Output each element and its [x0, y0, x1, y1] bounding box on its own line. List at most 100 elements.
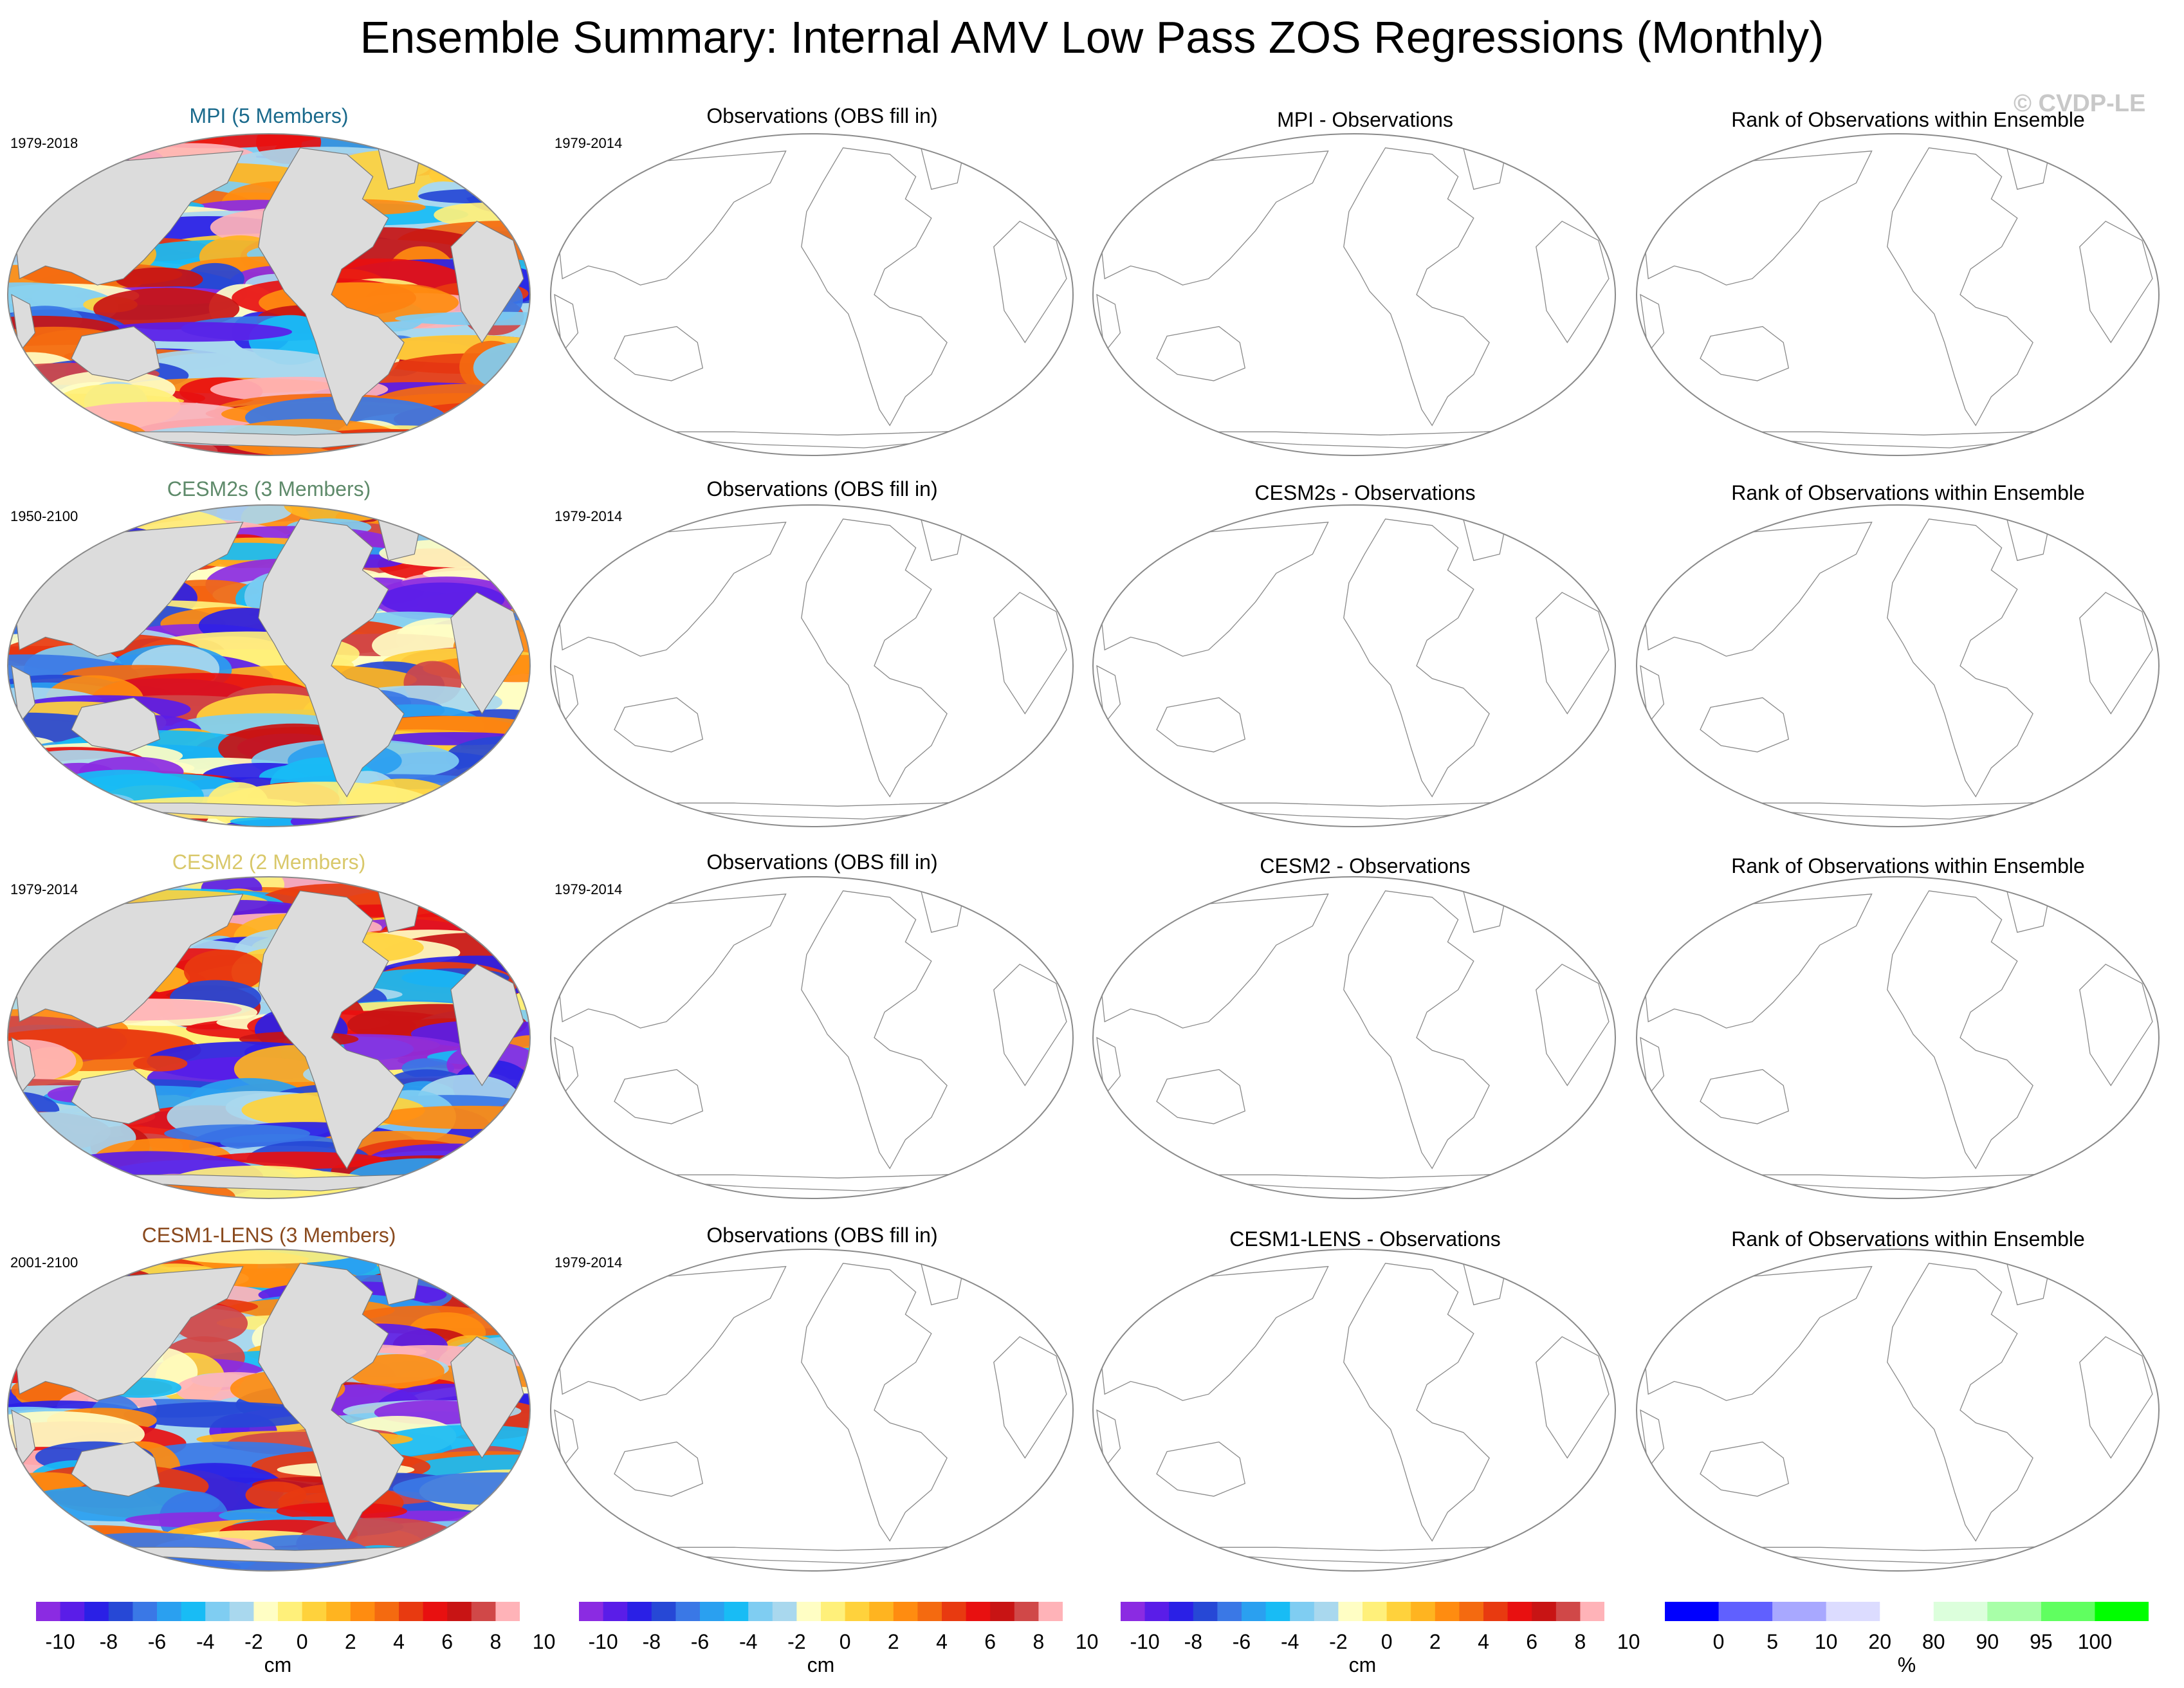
obs-panel-title-row2: Observations (OBS fill in) — [706, 477, 938, 500]
colorbar-1-tick-label: 8 — [490, 1630, 502, 1653]
colorbar-3-swatch — [1290, 1602, 1315, 1621]
colorbar-1-swatch — [495, 1602, 520, 1621]
colorbar-3-tick-label: -2 — [1329, 1630, 1348, 1653]
obs-map-row2 — [550, 504, 1074, 827]
colorbar-1-tick-label: 10 — [532, 1630, 556, 1653]
copyright-watermark: © CVDP-LE — [2014, 90, 2146, 117]
colorbar-4-tick-label: 20 — [1868, 1630, 1892, 1653]
obs-period-label-row2: 1979-2014 — [555, 508, 623, 524]
colorbar-3-tick-label: -8 — [1184, 1630, 1203, 1653]
colorbar-2-tick-label: 2 — [887, 1630, 899, 1653]
model-map-row3 — [7, 876, 531, 1199]
diff-panel-title-row3: CESM2 - Observations — [1260, 854, 1471, 877]
colorbar-1-swatch — [278, 1602, 303, 1621]
model-map-row4 — [7, 1249, 531, 1572]
colorbar-1-swatch — [36, 1602, 61, 1621]
colorbar-1-tick-label: -2 — [244, 1630, 263, 1653]
colorbar-2-swatch — [579, 1602, 604, 1621]
colorbar-2 — [579, 1602, 1063, 1621]
obs-panel-title-row4: Observations (OBS fill in) — [706, 1224, 938, 1247]
colorbar-3-swatch — [1411, 1602, 1436, 1621]
colorbar-2-swatch — [966, 1602, 991, 1621]
colorbar-2-tick-label: -6 — [690, 1630, 710, 1653]
colorbar-3-swatch — [1507, 1602, 1532, 1621]
colorbar-1-tick-label: 2 — [344, 1630, 356, 1653]
colorbar-4 — [1665, 1602, 2149, 1621]
colorbar-3-swatch — [1217, 1602, 1242, 1621]
colorbar-4-swatch — [1718, 1602, 1773, 1621]
colorbar-2-swatch — [990, 1602, 1015, 1621]
rank-map-row2 — [1636, 504, 2160, 827]
colorbar-4-swatch — [1933, 1602, 1988, 1621]
colorbar-3-swatch — [1169, 1602, 1194, 1621]
rank-map-row3 — [1636, 876, 2160, 1199]
colorbar-3-tick-label: -6 — [1232, 1630, 1251, 1653]
colorbar-3 — [1121, 1602, 1604, 1621]
colorbar-2-swatch — [772, 1602, 797, 1621]
colorbar-2-swatch — [724, 1602, 749, 1621]
colorbar-1-tick-label: -4 — [196, 1630, 215, 1653]
model-map-row2 — [7, 504, 531, 827]
colorbar-2-swatch — [748, 1602, 773, 1621]
colorbar-2-tick-label: -4 — [739, 1630, 758, 1653]
colorbar-3-unit: cm — [1348, 1653, 1377, 1676]
model-period-label-row3: 1979-2014 — [10, 881, 78, 897]
colorbar-1-tick-label: 0 — [296, 1630, 308, 1653]
colorbar-4-swatch — [1987, 1602, 2042, 1621]
rank-panel-title-row4: Rank of Observations within Ensemble — [1731, 1227, 2085, 1251]
colorbar-1-swatch — [60, 1602, 85, 1621]
colorbar-2-tick-label: -8 — [642, 1630, 661, 1653]
colorbar-4-swatch — [1665, 1602, 1720, 1621]
model-map-row1 — [7, 133, 531, 456]
colorbar-1-swatch — [423, 1602, 448, 1621]
colorbar-3-swatch — [1386, 1602, 1411, 1621]
rank-panel-title-row2: Rank of Observations within Ensemble — [1731, 481, 2085, 504]
colorbar-4-swatch — [1880, 1602, 1934, 1621]
colorbar-3-swatch — [1363, 1602, 1388, 1621]
colorbar-2-tick-label: 8 — [1032, 1630, 1045, 1653]
colorbar-3-swatch — [1121, 1602, 1146, 1621]
colorbar-3-swatch — [1314, 1602, 1339, 1621]
obs-period-label-row3: 1979-2014 — [555, 881, 623, 897]
colorbar-3-swatch — [1532, 1602, 1557, 1621]
colorbar-3-swatch — [1242, 1602, 1267, 1621]
colorbar-3-swatch — [1435, 1602, 1460, 1621]
colorbar-2-tick-label: 10 — [1075, 1630, 1099, 1653]
rank-map-row1 — [1636, 133, 2160, 456]
rank-panel-title-row3: Rank of Observations within Ensemble — [1731, 854, 2085, 877]
colorbar-2-swatch — [869, 1602, 894, 1621]
colorbar-3-swatch — [1265, 1602, 1290, 1621]
colorbar-1-swatch — [326, 1602, 351, 1621]
colorbar-4-tick-label: 95 — [2030, 1630, 2053, 1653]
colorbar-1-swatch — [350, 1602, 375, 1621]
colorbar-1-swatch — [229, 1602, 254, 1621]
colorbar-3-tick-label: 10 — [1617, 1630, 1640, 1653]
colorbar-3-tick-label: 0 — [1381, 1630, 1393, 1653]
diff-panel-title-row1: MPI - Observations — [1277, 108, 1453, 131]
colorbar-1 — [36, 1602, 520, 1621]
colorbar-4-swatch — [1826, 1602, 1880, 1621]
colorbar-3-tick-label: -10 — [1130, 1630, 1160, 1653]
colorbar-1-tick-label: 4 — [393, 1630, 405, 1653]
colorbar-2-swatch — [651, 1602, 676, 1621]
colorbar-3-swatch — [1338, 1602, 1363, 1621]
colorbar-1-swatch — [157, 1602, 182, 1621]
colorbar-3-tick-label: 8 — [1574, 1630, 1586, 1653]
diff-map-row2 — [1092, 504, 1616, 827]
model-panel-title-row1: MPI (5 Members) — [189, 104, 349, 127]
colorbar-1-swatch — [447, 1602, 472, 1621]
colorbar-4-tick-label: 80 — [1922, 1630, 1945, 1653]
diff-panel-title-row4: CESM1-LENS - Observations — [1229, 1227, 1501, 1251]
obs-map-row1 — [550, 133, 1074, 456]
colorbar-2-swatch — [627, 1602, 652, 1621]
colorbar-2-swatch — [603, 1602, 628, 1621]
colorbar-2-swatch — [1014, 1602, 1039, 1621]
obs-panel-title-row3: Observations (OBS fill in) — [706, 850, 938, 874]
colorbar-4-tick-label: 5 — [1766, 1630, 1778, 1653]
colorbar-3-tick-label: 2 — [1429, 1630, 1441, 1653]
colorbar-1-swatch — [205, 1602, 230, 1621]
diff-map-row4 — [1092, 1249, 1616, 1572]
obs-map-row4 — [550, 1249, 1074, 1572]
colorbar-1-swatch — [471, 1602, 496, 1621]
colorbar-4-swatch — [2041, 1602, 2095, 1621]
